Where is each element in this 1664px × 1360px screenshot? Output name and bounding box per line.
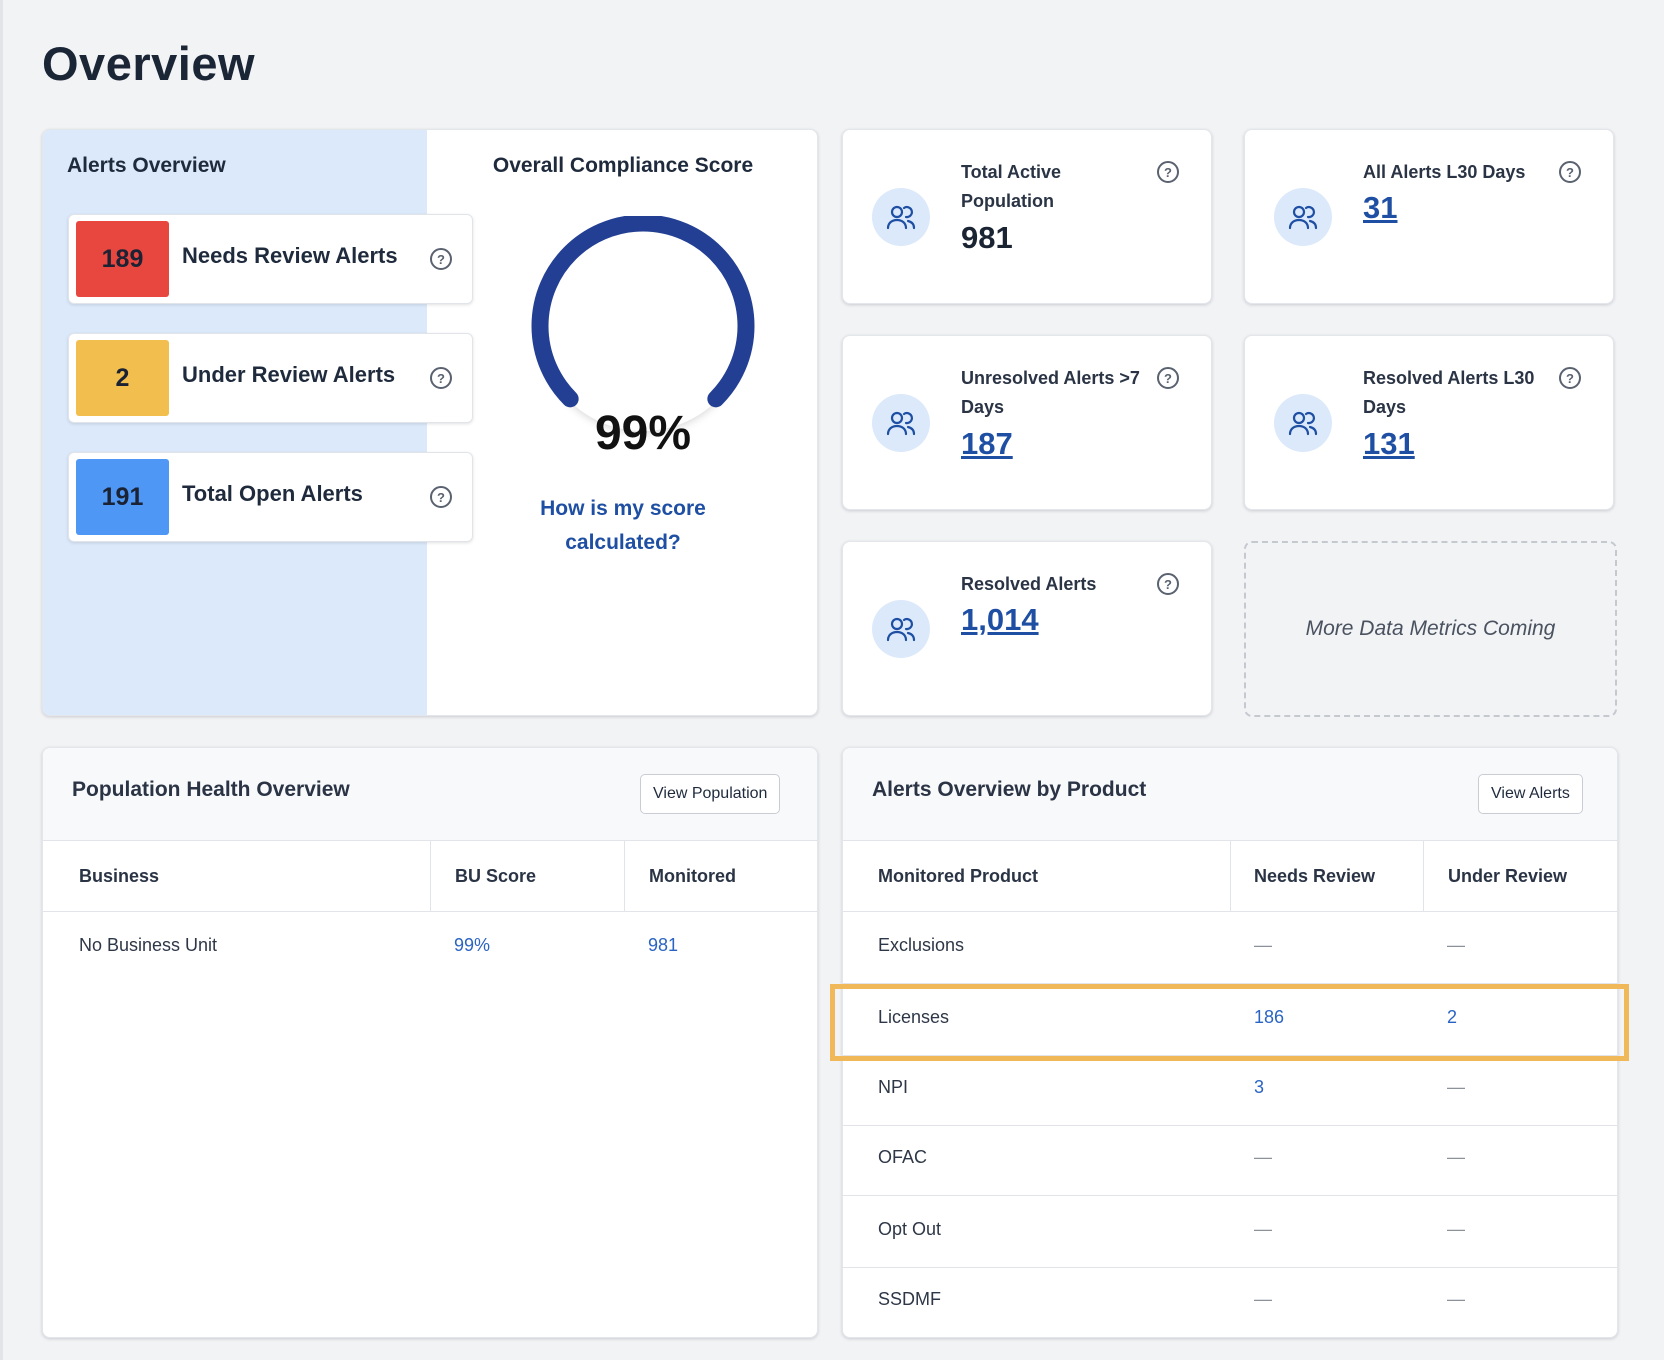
- score-link-line1: How is my score: [540, 497, 706, 520]
- column-header-monitored[interactable]: Monitored: [624, 841, 817, 912]
- score-calculation-link[interactable]: How is my score calculated?: [427, 492, 817, 560]
- users-icon: [1274, 188, 1332, 246]
- metric-label-line1: Resolved Alerts: [961, 574, 1097, 594]
- product-cell: Opt Out: [878, 1219, 942, 1239]
- metric-label: Unresolved Alerts >7 Days: [961, 364, 1151, 422]
- row-divider: [843, 1055, 1617, 1056]
- under-review-cell: —: [1447, 935, 1465, 955]
- metric-total-active-population: Total Active Population 981 ?: [842, 129, 1212, 304]
- compliance-score-value: 99%: [594, 406, 692, 460]
- users-icon: [872, 188, 930, 246]
- metric-label-line1: All Alerts L30 Days: [1363, 162, 1526, 182]
- monitored-cell[interactable]: 981: [648, 935, 679, 955]
- product-cell: Exclusions: [878, 935, 965, 955]
- alerts-overview-title: Alerts Overview: [67, 154, 226, 177]
- column-header-needs-review[interactable]: Needs Review: [1230, 841, 1423, 912]
- help-icon[interactable]: ?: [1157, 573, 1179, 595]
- metric-value-link[interactable]: 187: [961, 426, 1013, 461]
- needs-review-cell[interactable]: 3: [1254, 1077, 1265, 1097]
- view-alerts-button[interactable]: View Alerts: [1478, 774, 1583, 814]
- left-edge: [0, 0, 3, 1360]
- help-icon[interactable]: ?: [1559, 367, 1581, 389]
- metric-value-link[interactable]: 131: [1363, 426, 1415, 461]
- alerts-overview-card: Alerts Overview 189 Needs Review Alerts …: [42, 129, 818, 716]
- metric-label-line1: Unresolved Alerts >7: [961, 368, 1140, 388]
- table-header-bar: Population Health Overview View Populati…: [43, 748, 817, 841]
- population-health-card: Population Health Overview View Populati…: [42, 747, 818, 1338]
- metric-value-link[interactable]: 31: [1363, 190, 1398, 225]
- metric-label: All Alerts L30 Days: [1363, 158, 1553, 187]
- help-icon[interactable]: ?: [430, 486, 452, 508]
- compliance-score-title: Overall Compliance Score: [492, 154, 754, 177]
- metric-resolved-alerts-l30: Resolved Alerts L30 Days 131 ?: [1244, 335, 1614, 510]
- page-title: Overview: [42, 37, 256, 90]
- total-open-alerts-row[interactable]: 191 Total Open Alerts ?: [68, 452, 473, 542]
- under-review-cell: —: [1447, 1289, 1465, 1309]
- product-cell: OFAC: [878, 1147, 928, 1167]
- business-cell: No Business Unit: [79, 935, 218, 955]
- under-review-alerts-row[interactable]: 2 Under Review Alerts ?: [68, 333, 473, 423]
- gauge-shadow: [538, 221, 748, 431]
- metric-label-line1: Resolved Alerts L30: [1363, 368, 1535, 388]
- users-icon: [872, 600, 930, 658]
- total-open-label: Total Open Alerts: [182, 481, 363, 506]
- metric-value-link[interactable]: 1,014: [961, 602, 1039, 637]
- metric-resolved-alerts: Resolved Alerts 1,014 ?: [842, 541, 1212, 716]
- metric-label-line2: Days: [1363, 397, 1407, 417]
- help-icon[interactable]: ?: [1559, 161, 1581, 183]
- population-health-title: Population Health Overview: [72, 778, 350, 801]
- needs-review-cell: —: [1254, 1147, 1272, 1167]
- more-metrics-placeholder: More Data Metrics Coming: [1244, 541, 1617, 717]
- row-divider: [843, 1267, 1617, 1268]
- row-divider: [843, 1125, 1617, 1126]
- metric-label-line2: Days: [961, 397, 1005, 417]
- needs-review-cell: —: [1254, 1289, 1272, 1309]
- metric-label-line2: Population: [961, 191, 1054, 211]
- users-icon: [872, 394, 930, 452]
- help-icon[interactable]: ?: [1157, 161, 1179, 183]
- row-divider: [843, 1195, 1617, 1196]
- metric-label-line1: Total Active: [961, 162, 1062, 182]
- column-header-under-review[interactable]: Under Review: [1423, 841, 1617, 912]
- gauge-arc: [531, 216, 755, 408]
- needs-review-label: Needs Review Alerts: [182, 243, 398, 268]
- under-review-cell[interactable]: 2: [1447, 1007, 1458, 1027]
- help-icon[interactable]: ?: [1157, 367, 1179, 389]
- metric-all-alerts-l30: All Alerts L30 Days 31 ?: [1244, 129, 1614, 304]
- bu-score-cell[interactable]: 99%: [454, 935, 491, 955]
- product-cell: Licenses: [878, 1007, 950, 1027]
- metric-label: Resolved Alerts: [961, 570, 1151, 599]
- view-population-button[interactable]: View Population: [640, 774, 781, 814]
- compliance-gauge: [531, 216, 755, 431]
- under-review-cell: —: [1447, 1219, 1465, 1239]
- help-icon[interactable]: ?: [430, 248, 452, 270]
- help-icon[interactable]: ?: [430, 367, 452, 389]
- total-open-count: 191: [76, 459, 169, 535]
- column-header-bu-score[interactable]: BU Score: [430, 841, 624, 912]
- needs-review-alerts-row[interactable]: 189 Needs Review Alerts ?: [68, 214, 473, 304]
- metric-label: Resolved Alerts L30 Days: [1363, 364, 1553, 422]
- row-divider: [843, 983, 1617, 984]
- column-header-monitored-product[interactable]: Monitored Product: [843, 841, 1230, 912]
- column-header-business[interactable]: Business: [43, 841, 430, 912]
- product-cell: NPI: [878, 1077, 909, 1097]
- under-review-label: Under Review Alerts: [182, 362, 396, 387]
- metric-unresolved-alerts: Unresolved Alerts >7 Days 187 ?: [842, 335, 1212, 510]
- metric-value: 981: [961, 220, 1013, 255]
- needs-review-cell[interactable]: 186: [1254, 1007, 1285, 1027]
- users-icon: [1274, 394, 1332, 452]
- score-link-line2: calculated?: [565, 531, 681, 554]
- under-review-cell: —: [1447, 1077, 1465, 1097]
- alerts-by-product-title: Alerts Overview by Product: [872, 778, 1147, 801]
- alerts-by-product-card: Alerts Overview by Product View Alerts M…: [842, 747, 1618, 1338]
- under-review-count: 2: [76, 340, 169, 416]
- needs-review-cell: —: [1254, 1219, 1272, 1239]
- table-header-bar: Alerts Overview by Product View Alerts: [843, 748, 1617, 841]
- needs-review-count: 189: [76, 221, 169, 297]
- under-review-cell: —: [1447, 1147, 1465, 1167]
- metric-label: Total Active Population: [961, 158, 1151, 216]
- product-cell: SSDMF: [878, 1289, 941, 1309]
- needs-review-cell: —: [1254, 935, 1272, 955]
